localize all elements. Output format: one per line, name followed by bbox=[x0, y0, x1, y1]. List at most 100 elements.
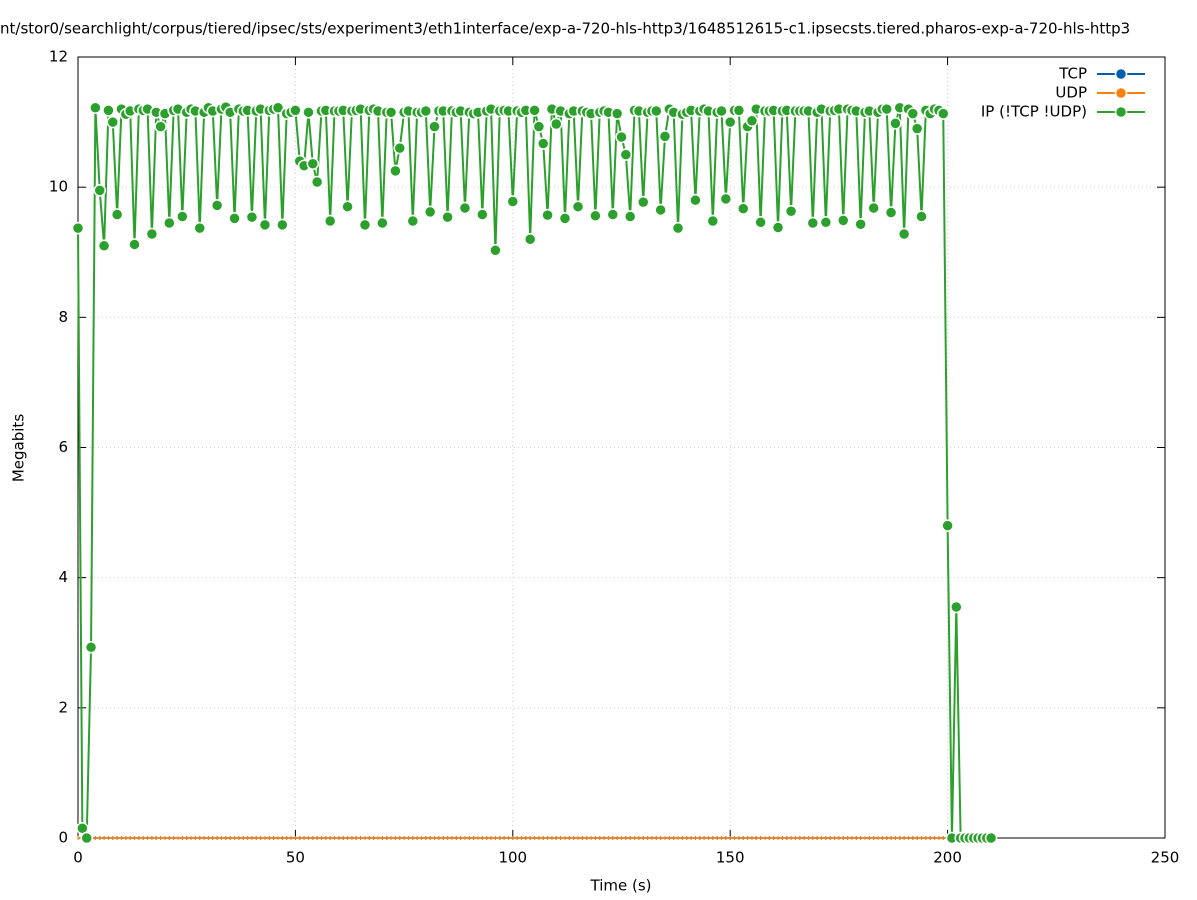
point-marker bbox=[310, 175, 324, 189]
x-axis-label: Time (s) bbox=[590, 877, 652, 895]
point-marker bbox=[745, 114, 759, 128]
legend-label: TCP bbox=[1058, 65, 1087, 83]
point-marker bbox=[406, 214, 420, 228]
legend-label: UDP bbox=[1055, 84, 1087, 102]
chart-title: nt/stor0/searchlight/corpus/tiered/ipsec… bbox=[0, 20, 1130, 38]
point-marker bbox=[736, 202, 750, 215]
point-marker bbox=[193, 221, 206, 235]
point-marker bbox=[915, 210, 928, 223]
point-marker bbox=[163, 216, 176, 230]
point-marker bbox=[419, 104, 433, 118]
series-line bbox=[77, 105, 992, 839]
point-marker bbox=[754, 216, 767, 229]
point-marker bbox=[93, 184, 106, 197]
point-marker bbox=[889, 117, 902, 130]
x-tick-label: 100 bbox=[498, 849, 527, 867]
point-marker bbox=[110, 208, 124, 221]
point-marker bbox=[289, 104, 302, 117]
x-tick-label: 50 bbox=[286, 849, 305, 867]
point-marker bbox=[950, 600, 963, 614]
point-marker bbox=[867, 201, 880, 215]
point-marker bbox=[636, 195, 650, 209]
point-marker bbox=[558, 212, 572, 225]
x-tick-label: 0 bbox=[73, 849, 83, 867]
y-tick-label: 10 bbox=[49, 178, 68, 196]
point-marker bbox=[128, 238, 141, 251]
y-axis-label: Megabits bbox=[10, 414, 28, 482]
point-marker bbox=[389, 164, 402, 178]
point-marker bbox=[984, 831, 998, 845]
point-marker bbox=[358, 218, 372, 232]
point-marker bbox=[176, 210, 189, 223]
point-marker bbox=[532, 120, 546, 133]
point-marker bbox=[84, 641, 98, 654]
point-marker bbox=[276, 218, 289, 232]
point-marker bbox=[428, 120, 441, 133]
point-marker bbox=[784, 204, 798, 218]
point-marker bbox=[393, 141, 407, 155]
point-marker bbox=[323, 214, 337, 228]
point-marker bbox=[228, 212, 241, 225]
legend-marker bbox=[1114, 105, 1128, 119]
legend-marker bbox=[1114, 86, 1128, 100]
point-marker bbox=[523, 232, 537, 246]
point-marker bbox=[606, 208, 620, 221]
legend-marker bbox=[1114, 67, 1128, 81]
x-tick-label: 200 bbox=[933, 849, 962, 867]
point-marker bbox=[906, 107, 920, 120]
point-marker bbox=[571, 200, 585, 213]
point-marker bbox=[306, 157, 320, 170]
y-tick-label: 4 bbox=[58, 568, 68, 586]
point-marker bbox=[771, 221, 785, 234]
point-marker bbox=[341, 200, 354, 213]
point-marker bbox=[836, 214, 850, 227]
point-marker bbox=[302, 106, 315, 119]
point-marker bbox=[715, 104, 728, 118]
point-marker bbox=[589, 209, 602, 223]
point-marker bbox=[615, 130, 628, 144]
point-marker bbox=[106, 115, 120, 129]
point-marker bbox=[423, 205, 437, 219]
point-marker bbox=[489, 244, 502, 257]
y-tick-label: 0 bbox=[58, 829, 68, 847]
point-marker bbox=[910, 122, 924, 135]
point-marker bbox=[271, 101, 285, 115]
point-marker bbox=[658, 130, 672, 143]
point-marker bbox=[245, 210, 259, 224]
point-marker bbox=[210, 199, 224, 212]
point-marker bbox=[819, 216, 833, 229]
point-marker bbox=[80, 831, 93, 845]
point-marker bbox=[476, 208, 489, 221]
point-marker bbox=[71, 221, 85, 235]
point-marker bbox=[506, 195, 520, 208]
point-marker bbox=[102, 104, 115, 117]
point-marker bbox=[384, 106, 398, 119]
point-marker bbox=[376, 216, 389, 230]
legend-label: IP (!TCP !UDP) bbox=[981, 103, 1087, 121]
point-marker bbox=[723, 115, 737, 129]
point-marker bbox=[671, 221, 685, 235]
point-marker bbox=[541, 208, 554, 222]
point-marker bbox=[536, 137, 550, 150]
point-marker bbox=[550, 117, 563, 131]
plot-frame bbox=[77, 56, 1166, 839]
point-marker bbox=[854, 218, 867, 231]
x-tick-label: 250 bbox=[1151, 849, 1180, 867]
point-marker bbox=[719, 192, 733, 206]
point-marker bbox=[654, 203, 667, 217]
point-marker bbox=[145, 227, 159, 241]
y-tick-label: 6 bbox=[58, 438, 68, 456]
y-tick-label: 8 bbox=[58, 308, 68, 326]
point-marker bbox=[458, 201, 472, 215]
point-marker bbox=[258, 218, 272, 232]
point-marker bbox=[623, 210, 637, 223]
point-marker bbox=[880, 102, 893, 116]
point-marker bbox=[650, 104, 663, 118]
point-marker bbox=[89, 101, 102, 115]
point-marker bbox=[941, 519, 954, 532]
point-marker bbox=[441, 210, 454, 224]
y-tick-label: 12 bbox=[49, 48, 68, 66]
point-marker bbox=[97, 239, 111, 252]
point-marker bbox=[154, 120, 167, 133]
